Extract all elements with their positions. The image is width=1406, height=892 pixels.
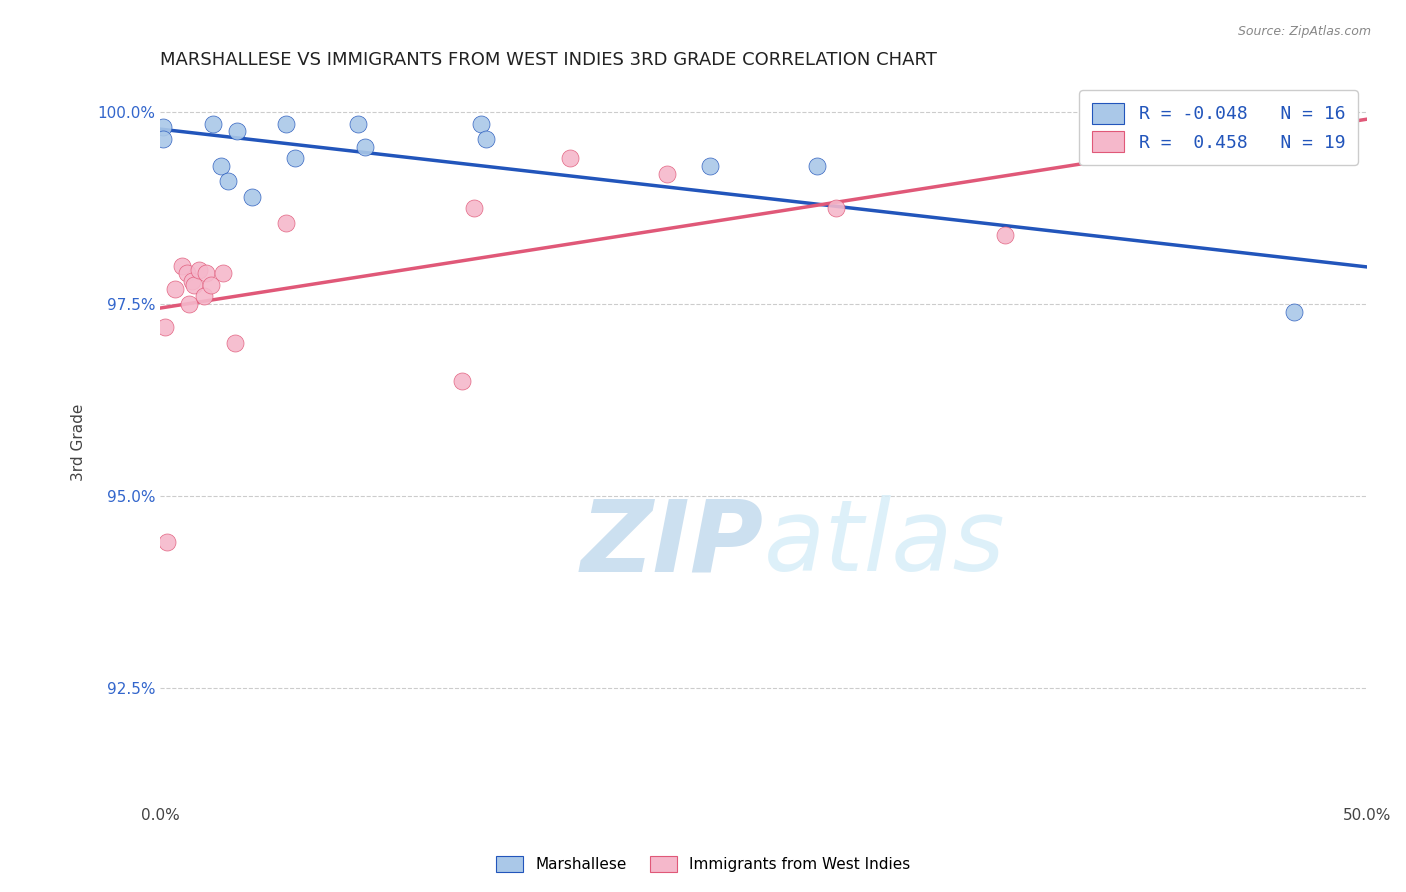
Point [163, 282, 186, 296]
Legend: Marshallese, Immigrants from West Indies: Marshallese, Immigrants from West Indies [488, 848, 918, 880]
Point [284, 151, 307, 165]
Point [152, 132, 174, 146]
Point [179, 297, 201, 311]
Point [176, 267, 198, 281]
Point [655, 167, 678, 181]
Point [217, 174, 239, 188]
Text: Source: ZipAtlas.com: Source: ZipAtlas.com [1237, 25, 1371, 38]
Point [450, 374, 472, 388]
Point [153, 320, 176, 334]
Point [994, 227, 1017, 242]
Point [195, 267, 218, 281]
Point [212, 267, 235, 281]
Point [825, 201, 848, 215]
Point [152, 120, 174, 135]
Point [226, 124, 249, 138]
Point [209, 159, 232, 173]
Point [274, 117, 297, 131]
Point [354, 139, 377, 153]
Text: ZIP: ZIP [581, 495, 763, 592]
Point [560, 151, 582, 165]
Point [699, 159, 721, 173]
Point [183, 277, 205, 292]
Point [224, 335, 246, 350]
Point [193, 289, 215, 303]
Text: atlas: atlas [763, 495, 1005, 592]
Point [274, 217, 297, 231]
Point [202, 117, 225, 131]
Point [187, 262, 209, 277]
Point [806, 159, 828, 173]
Text: MARSHALLESE VS IMMIGRANTS FROM WEST INDIES 3RD GRADE CORRELATION CHART: MARSHALLESE VS IMMIGRANTS FROM WEST INDI… [160, 51, 936, 69]
Point [347, 117, 370, 131]
Point [180, 274, 202, 288]
Point [1284, 305, 1306, 319]
Y-axis label: 3rd Grade: 3rd Grade [72, 404, 86, 481]
Point [240, 189, 263, 203]
Point [156, 535, 179, 549]
Point [470, 117, 492, 131]
Point [200, 277, 222, 292]
Legend: R = -0.048   N = 16, R =  0.458   N = 19: R = -0.048 N = 16, R = 0.458 N = 19 [1078, 90, 1358, 165]
Point [463, 201, 485, 215]
Point [170, 259, 193, 273]
Point [475, 132, 498, 146]
